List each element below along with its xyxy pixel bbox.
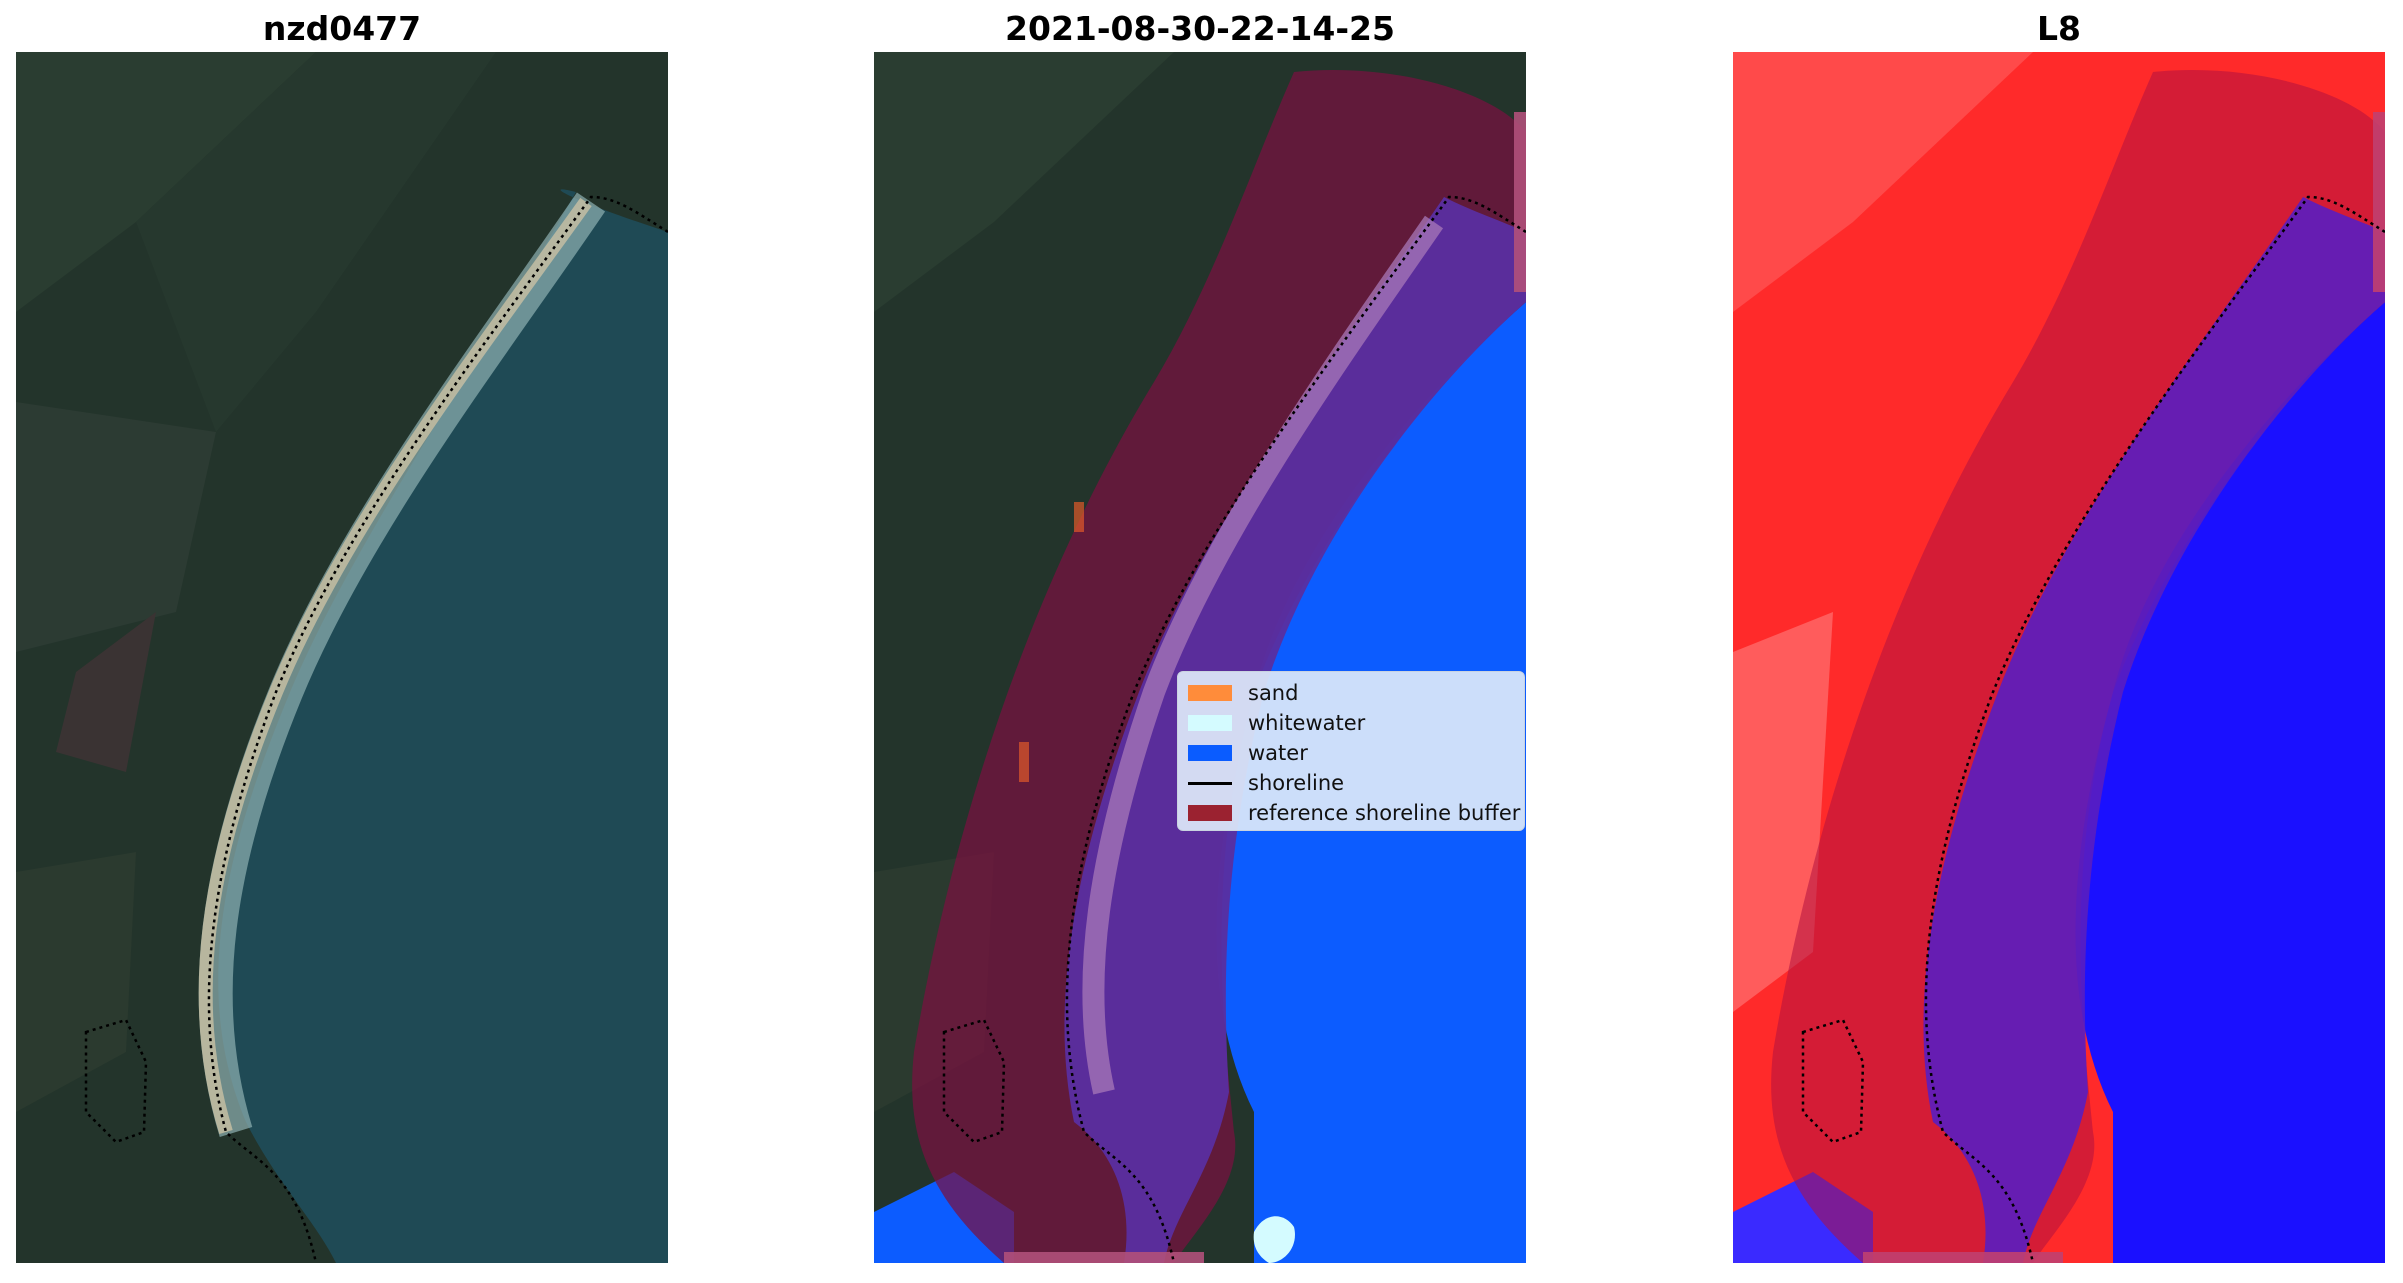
- panel-title-index: L8: [2037, 9, 2081, 48]
- legend-label: reference shoreline buffer: [1248, 801, 1521, 825]
- rgb-image-panel: [16, 52, 668, 1263]
- classification-legend: sand whitewater water shoreline referenc…: [1177, 671, 1525, 831]
- index-panel: [1733, 52, 2385, 1263]
- water-swatch: [1188, 745, 1232, 761]
- classification-map: [874, 52, 1526, 1263]
- whitewater-swatch: [1188, 715, 1232, 731]
- legend-item-shoreline: shoreline: [1188, 768, 1514, 798]
- legend-label: water: [1248, 741, 1308, 765]
- shoreline-line-swatch: [1188, 781, 1232, 785]
- classification-panel: [874, 52, 1526, 1263]
- legend-item-buffer: reference shoreline buffer: [1188, 798, 1520, 828]
- buffer-swatch: [1188, 805, 1232, 821]
- legend-label: shoreline: [1248, 771, 1345, 795]
- legend-label: whitewater: [1248, 711, 1366, 735]
- sand-swatch: [1188, 685, 1232, 701]
- legend-item-whitewater: whitewater: [1188, 708, 1514, 738]
- panel-title-rgb: nzd0477: [262, 9, 422, 48]
- index-map: [1733, 52, 2385, 1263]
- legend-item-sand: sand: [1188, 678, 1514, 708]
- panel-title-classification: 2021-08-30-22-14-25: [1005, 9, 1395, 48]
- rgb-satellite-image: [16, 52, 668, 1263]
- legend-item-water: water: [1188, 738, 1514, 768]
- legend-label: sand: [1248, 681, 1299, 705]
